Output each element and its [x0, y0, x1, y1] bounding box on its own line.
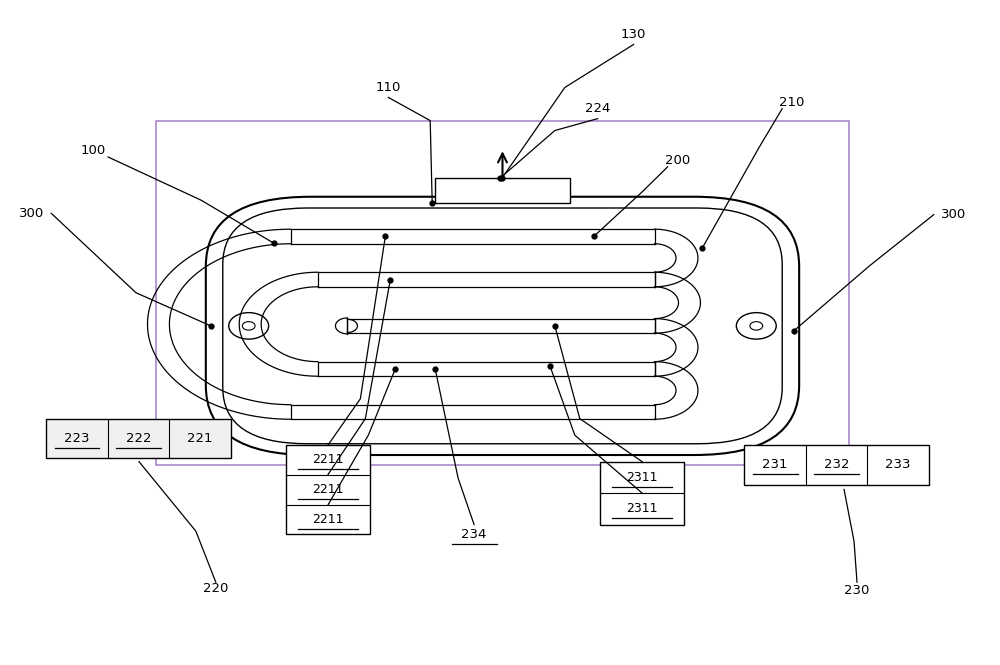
Text: 110: 110: [376, 81, 401, 94]
Text: 100: 100: [81, 144, 106, 157]
Text: 2311: 2311: [626, 471, 658, 484]
Text: 232: 232: [824, 458, 849, 471]
Text: 221: 221: [187, 432, 213, 445]
Text: 224: 224: [585, 102, 610, 115]
Text: 2211: 2211: [312, 483, 344, 496]
Text: 233: 233: [885, 458, 911, 471]
FancyBboxPatch shape: [206, 197, 799, 455]
Text: 231: 231: [762, 458, 788, 471]
Bar: [286, 445, 370, 535]
Text: 230: 230: [844, 585, 870, 597]
Text: 234: 234: [461, 528, 487, 541]
Bar: [156, 120, 849, 465]
Text: 210: 210: [779, 96, 805, 108]
Text: 200: 200: [665, 154, 690, 167]
Text: 2211: 2211: [312, 454, 344, 466]
Text: 222: 222: [126, 432, 151, 445]
Bar: [600, 462, 684, 525]
Bar: [435, 178, 570, 203]
Text: 2311: 2311: [626, 502, 658, 515]
Text: 2211: 2211: [312, 513, 344, 526]
Text: 300: 300: [19, 207, 44, 220]
Text: 220: 220: [203, 583, 228, 595]
Text: 223: 223: [64, 432, 90, 445]
Bar: [46, 418, 231, 458]
Text: 300: 300: [941, 208, 966, 221]
Text: 130: 130: [621, 28, 646, 41]
Bar: [744, 445, 929, 485]
